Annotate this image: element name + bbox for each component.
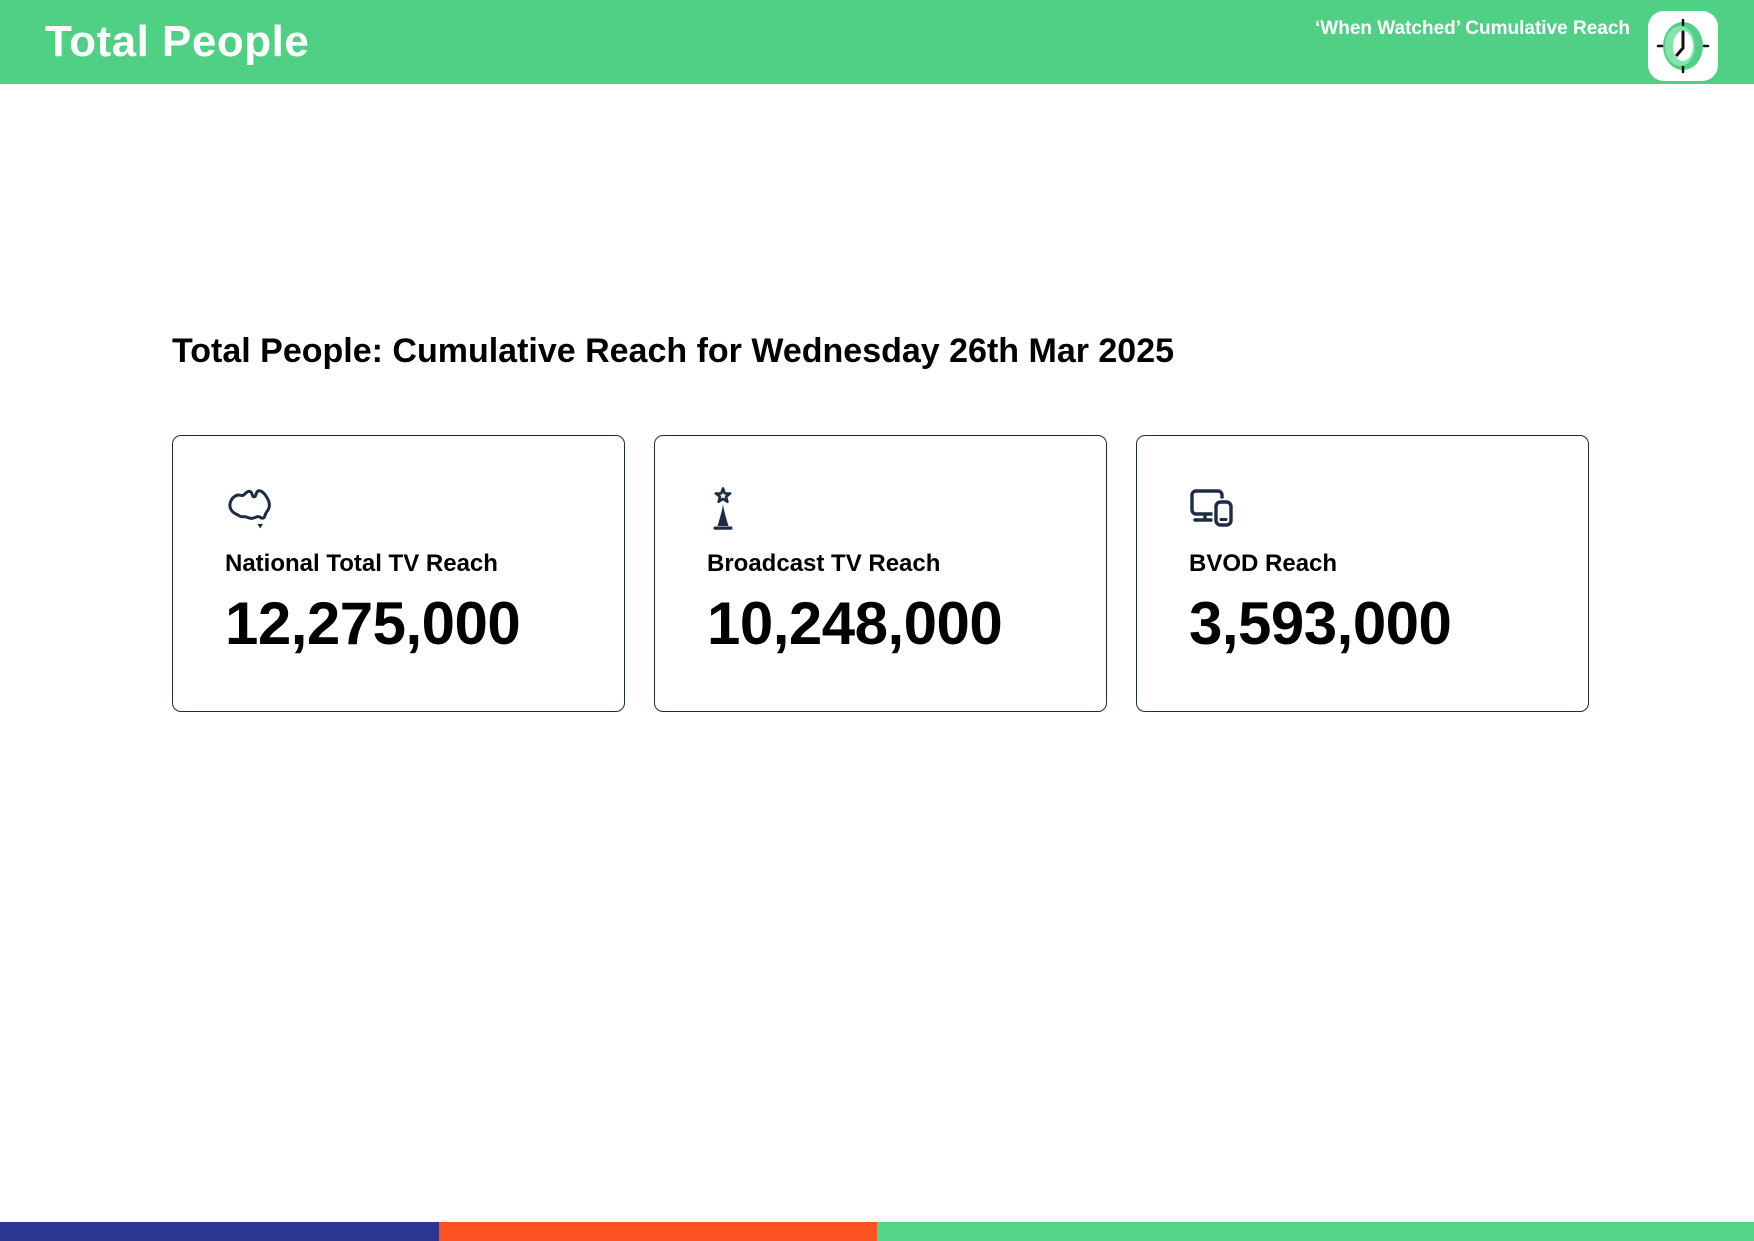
card-value: 10,248,000 [707,590,1003,657]
card-value: 12,275,000 [225,590,521,657]
kpi-card-bvod: BVOD Reach 3,593,000 [1136,435,1589,712]
kpi-card-national-total-tv: National Total TV Reach 12,275,000 [172,435,625,712]
page-title: Total People [45,17,310,66]
footer-segment-orange [438,1222,877,1241]
footer-color-bar [0,1222,1754,1241]
card-label: National Total TV Reach [225,550,498,577]
kpi-cards-row: National Total TV Reach 12,275,000 Broad… [172,435,1589,712]
clock-badge [1648,11,1718,81]
header-right-group: ‘When Watched’ Cumulative Reach [1315,3,1718,81]
main-heading: Total People: Cumulative Reach for Wedne… [172,332,1175,370]
header-bar: Total People ‘When Watched’ Cumulative R… [0,0,1754,84]
card-value: 3,593,000 [1189,590,1452,657]
broadcast-tower-icon [713,487,733,530]
footer-segment-navy [0,1222,439,1241]
kpi-card-broadcast-tv: Broadcast TV Reach 10,248,000 [654,435,1107,712]
footer-segment-green [877,1222,1754,1241]
card-icon-wrap [707,486,1086,534]
clock-icon [1656,18,1710,74]
header-subtitle: ‘When Watched’ Cumulative Reach [1315,18,1630,39]
card-label: Broadcast TV Reach [707,550,941,577]
australia-map-icon [228,489,271,529]
card-icon-wrap [225,486,604,534]
devices-icon [1190,489,1234,528]
card-label: BVOD Reach [1189,550,1338,577]
card-icon-wrap [1189,486,1568,534]
